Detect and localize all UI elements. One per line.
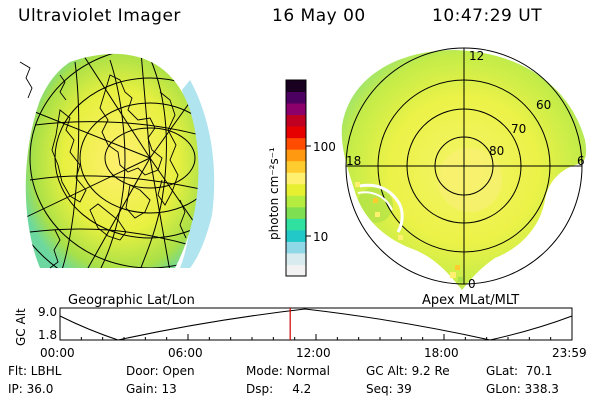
y-min-label: 1.8 bbox=[38, 328, 57, 342]
date-label: 16 May 00 bbox=[272, 6, 366, 26]
colorbar-tick-10: 10 bbox=[313, 230, 328, 244]
colorbar-swatch bbox=[286, 183, 306, 196]
colorbar-swatch bbox=[286, 160, 306, 173]
tick-label-1800: 18:00 bbox=[424, 346, 459, 360]
glat-readout: GLat: 70.1 bbox=[486, 364, 553, 378]
colorbar-swatch bbox=[286, 241, 306, 254]
tick-label-0600: 06:00 bbox=[168, 346, 203, 360]
colorbar-swatch bbox=[286, 218, 306, 231]
colorbar-swatch bbox=[286, 195, 306, 208]
mlt-label-6: 6 bbox=[577, 154, 585, 168]
colorbar-swatch bbox=[286, 80, 306, 93]
colorbar-swatch bbox=[286, 103, 306, 116]
gc-alt-axis-label: GC Alt bbox=[14, 308, 28, 346]
gc-alt-readout: GC Alt: 9.2 Re bbox=[366, 364, 450, 378]
colorbar-swatch bbox=[286, 264, 306, 277]
apex-label: Apex MLat/MLT bbox=[422, 293, 519, 308]
colorbar-swatch bbox=[286, 229, 306, 242]
colorbar-swatch bbox=[286, 126, 306, 139]
mlt-label-12: 12 bbox=[469, 49, 484, 63]
colorbar-swatch bbox=[286, 252, 306, 265]
colorbar-swatch bbox=[286, 137, 306, 150]
ip-readout: IP: 36.0 bbox=[8, 382, 54, 396]
instrument-title: Ultraviolet Imager bbox=[18, 6, 181, 26]
colorbar-tick-100: 100 bbox=[313, 140, 336, 154]
colorbar-swatch bbox=[286, 172, 306, 185]
coastlines bbox=[19, 61, 187, 269]
door-readout: Door: Open bbox=[126, 364, 195, 378]
dsp-readout: Dsp: 4.2 bbox=[246, 382, 312, 396]
mlt-label-18: 18 bbox=[346, 154, 361, 168]
geographic-globe bbox=[19, 53, 215, 269]
colorbar-unit-label: photon cm⁻²s⁻¹ bbox=[267, 147, 281, 240]
colorbar-swatch bbox=[286, 206, 306, 219]
colorbar-swatch bbox=[286, 114, 306, 127]
colorbar: 100 10 photon cm⁻²s⁻¹ bbox=[267, 79, 336, 277]
lat-label-80: 80 bbox=[489, 144, 504, 158]
time-label: 10:47:29 UT bbox=[432, 6, 543, 26]
gain-readout: Gain: 13 bbox=[126, 382, 177, 396]
geographic-label: Geographic Lat/Lon bbox=[68, 293, 195, 308]
mode-readout: Mode: Normal bbox=[246, 364, 330, 378]
seq-readout: Seq: 39 bbox=[366, 382, 412, 396]
tick-label-0000: 00:00 bbox=[40, 346, 75, 360]
mlt-label-0: 0 bbox=[468, 277, 476, 291]
lat-label-60: 60 bbox=[536, 98, 551, 112]
glon-readout: GLon: 338.3 bbox=[486, 382, 559, 396]
colorbar-swatch bbox=[286, 149, 306, 162]
tick-label-1200: 12:00 bbox=[296, 346, 331, 360]
altitude-timeline: 9.0 1.8 GC Alt 00:00 06:00 12:00 18:00 2… bbox=[14, 305, 587, 360]
y-max-label: 9.0 bbox=[38, 305, 57, 319]
colorbar-swatch bbox=[286, 91, 306, 104]
filter-readout: Flt: LBHL bbox=[8, 364, 62, 378]
lat-label-70: 70 bbox=[511, 122, 526, 136]
tick-label-2359: 23:59 bbox=[552, 346, 587, 360]
polar-plot: 12 18 6 0 60 70 80 bbox=[341, 47, 587, 291]
